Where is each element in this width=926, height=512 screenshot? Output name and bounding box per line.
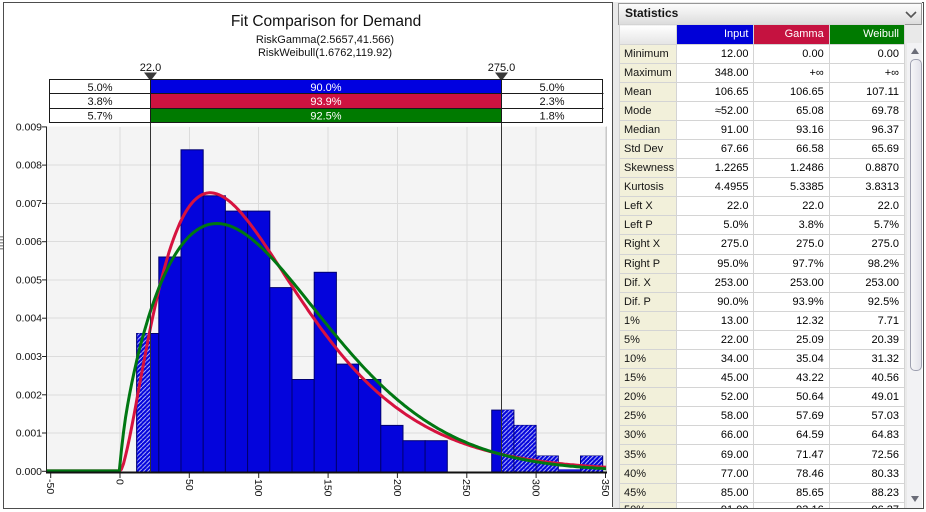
svg-text:-50: -50: [44, 479, 56, 494]
svg-text:0.009: 0.009: [16, 121, 42, 133]
svg-text:5.7%: 5.7%: [87, 110, 112, 122]
svg-text:RiskWeibull(1.6762,119.92): RiskWeibull(1.6762,119.92): [258, 47, 392, 59]
svg-text:300: 300: [530, 479, 542, 497]
svg-text:0.007: 0.007: [16, 198, 42, 210]
svg-text:1.8%: 1.8%: [539, 110, 564, 122]
svg-text:RiskGamma(2.5657,41.566): RiskGamma(2.5657,41.566): [256, 34, 394, 46]
svg-text:0.003: 0.003: [16, 351, 42, 363]
svg-text:150: 150: [321, 479, 333, 497]
svg-text:5.0%: 5.0%: [539, 82, 564, 94]
svg-text:50: 50: [183, 479, 195, 491]
svg-text:93.9%: 93.9%: [310, 96, 341, 108]
svg-text:250: 250: [460, 479, 472, 497]
svg-text:2.3%: 2.3%: [539, 96, 564, 108]
svg-text:Fit Comparison for Demand: Fit Comparison for Demand: [231, 13, 421, 30]
svg-text:0.001: 0.001: [16, 428, 42, 440]
svg-text:90.0%: 90.0%: [310, 82, 341, 94]
svg-text:200: 200: [391, 479, 403, 497]
svg-text:0: 0: [113, 479, 125, 485]
svg-text:100: 100: [252, 479, 264, 497]
svg-text:3.8%: 3.8%: [87, 96, 112, 108]
svg-text:22.0: 22.0: [140, 62, 161, 74]
svg-text:92.5%: 92.5%: [310, 110, 341, 122]
svg-text:0.002: 0.002: [16, 389, 42, 401]
svg-text:5.0%: 5.0%: [87, 82, 112, 94]
svg-text:0.004: 0.004: [16, 313, 42, 325]
svg-text:0.006: 0.006: [16, 236, 42, 248]
svg-text:275.0: 275.0: [488, 62, 516, 74]
svg-text:0.005: 0.005: [16, 274, 42, 286]
svg-text:0.000: 0.000: [16, 466, 42, 478]
svg-text:0.008: 0.008: [16, 160, 42, 172]
svg-text:350: 350: [599, 479, 611, 497]
